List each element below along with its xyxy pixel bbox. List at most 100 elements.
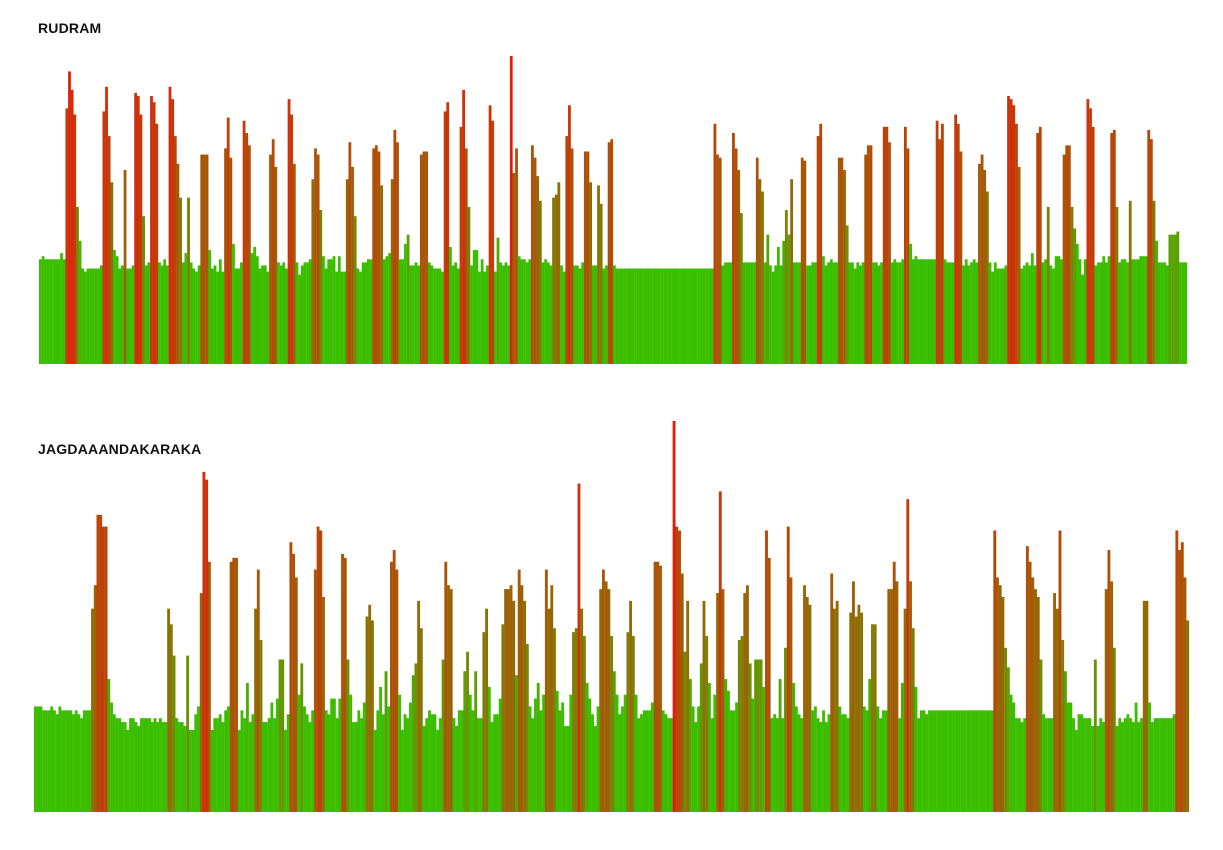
bar bbox=[110, 702, 113, 812]
bar bbox=[748, 663, 752, 812]
bar bbox=[925, 259, 928, 364]
bar bbox=[623, 268, 627, 364]
bar bbox=[1150, 722, 1154, 812]
bar bbox=[604, 581, 608, 812]
bar bbox=[69, 710, 73, 812]
bar bbox=[1053, 593, 1056, 812]
bar bbox=[877, 265, 881, 364]
bar bbox=[49, 259, 53, 364]
bar bbox=[392, 550, 396, 812]
bar bbox=[273, 718, 277, 812]
bar bbox=[142, 718, 146, 812]
bar bbox=[44, 259, 48, 364]
bar bbox=[281, 659, 285, 812]
bar bbox=[85, 710, 89, 812]
bar bbox=[101, 526, 105, 812]
bar bbox=[597, 185, 600, 364]
bar bbox=[729, 710, 733, 812]
bar bbox=[289, 542, 293, 812]
bar bbox=[591, 714, 594, 812]
bar bbox=[568, 105, 571, 364]
bar bbox=[218, 714, 222, 812]
bar bbox=[637, 718, 641, 812]
bar bbox=[175, 718, 179, 812]
bar bbox=[202, 471, 206, 812]
bar bbox=[536, 682, 540, 812]
bar bbox=[962, 265, 965, 364]
bar bbox=[411, 265, 415, 364]
bar bbox=[1169, 718, 1173, 812]
bar bbox=[759, 659, 763, 812]
bar bbox=[544, 569, 548, 812]
bar bbox=[849, 612, 853, 812]
bar bbox=[278, 659, 282, 812]
bar bbox=[78, 240, 82, 364]
bar bbox=[970, 262, 973, 364]
bar bbox=[1081, 274, 1084, 364]
bar bbox=[808, 265, 812, 364]
bar bbox=[1028, 561, 1032, 812]
bar bbox=[1085, 718, 1089, 812]
bar bbox=[705, 636, 709, 812]
bar bbox=[203, 154, 206, 364]
bar bbox=[781, 718, 785, 812]
bar bbox=[259, 639, 263, 812]
bar bbox=[979, 710, 983, 812]
bar bbox=[599, 203, 603, 364]
bar bbox=[987, 710, 991, 812]
bar bbox=[758, 179, 762, 364]
bar bbox=[996, 268, 1000, 364]
bar bbox=[838, 706, 842, 812]
bar bbox=[351, 722, 355, 812]
bar bbox=[860, 612, 864, 812]
bar bbox=[1180, 542, 1184, 812]
bar bbox=[868, 679, 872, 812]
bar bbox=[678, 530, 681, 812]
bar bbox=[150, 96, 153, 364]
bar bbox=[892, 561, 896, 812]
bar bbox=[613, 265, 616, 364]
bar bbox=[756, 659, 760, 812]
bar bbox=[444, 561, 448, 812]
bar bbox=[329, 259, 333, 364]
bar bbox=[224, 148, 227, 364]
bar bbox=[80, 718, 84, 812]
bar bbox=[742, 262, 746, 364]
bar bbox=[618, 268, 622, 364]
bar bbox=[702, 600, 706, 812]
bar bbox=[854, 616, 858, 812]
bar bbox=[655, 268, 659, 364]
bar bbox=[710, 718, 714, 812]
bar bbox=[761, 191, 764, 364]
bar bbox=[161, 722, 165, 812]
bar bbox=[77, 714, 81, 812]
bar bbox=[414, 262, 418, 364]
bar bbox=[549, 265, 553, 364]
bar bbox=[951, 262, 955, 364]
bar bbox=[721, 265, 725, 364]
bar bbox=[859, 265, 862, 364]
bar bbox=[917, 718, 921, 812]
bar bbox=[91, 608, 94, 812]
bar bbox=[1070, 206, 1074, 364]
bar bbox=[936, 710, 940, 812]
bar bbox=[975, 262, 979, 364]
bar bbox=[534, 698, 537, 812]
bar bbox=[1142, 256, 1145, 364]
bar bbox=[156, 722, 160, 812]
bar bbox=[645, 710, 649, 812]
bar bbox=[449, 589, 453, 812]
bar bbox=[433, 714, 437, 812]
bar bbox=[943, 259, 947, 364]
bar bbox=[1075, 243, 1079, 364]
bar bbox=[1156, 718, 1160, 812]
bar bbox=[357, 710, 361, 812]
bar bbox=[1049, 265, 1053, 364]
bar bbox=[589, 182, 592, 364]
bar bbox=[610, 636, 614, 812]
bar bbox=[732, 133, 735, 364]
bar bbox=[1173, 234, 1177, 364]
bar bbox=[896, 262, 899, 364]
bar bbox=[131, 718, 135, 812]
